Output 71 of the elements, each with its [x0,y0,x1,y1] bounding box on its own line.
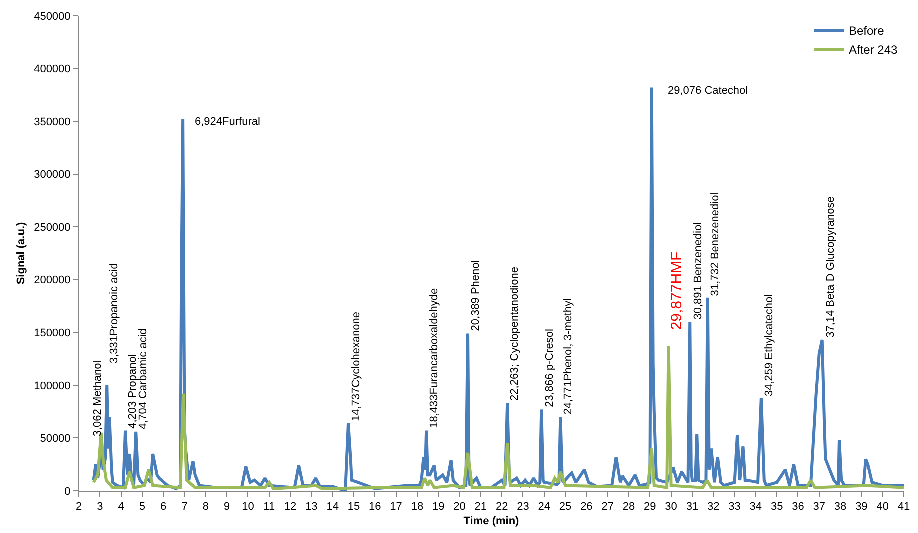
annotation: 30,891 Benzenediol [692,222,705,320]
x-tick-label: 11 [264,501,276,514]
x-tick-label: 2 [76,501,82,514]
x-tick-label: 22 [496,501,508,514]
x-axis-title: Time (min) [464,515,520,528]
y-tick-label: 0 [64,486,71,498]
y-tick-label: 250000 [34,222,71,234]
x-tick-label: 29 [644,501,656,514]
x-tick-label: 30 [665,501,678,514]
x-tick-label: 16 [369,501,382,514]
annotation: 20,389 Phenol [470,260,482,332]
y-tick-label: 400000 [34,64,71,76]
x-tick-label: 4 [118,501,124,514]
x-tick-label: 5 [139,501,146,514]
annotation: 29,076 Catechol [668,85,748,97]
x-tick-label: 38 [834,501,847,514]
y-tick-label: 150000 [34,328,71,340]
x-tick-label: 21 [474,501,488,514]
annotation: 31,732 Benezenediol [710,192,722,296]
x-tick-label: 6 [160,501,167,514]
x-tick-label: 39 [856,501,868,514]
annotation: 14,737Cyclohexanone [350,312,363,422]
x-tick-label: 37 [813,501,826,514]
x-tick-label: 7 [182,501,188,514]
y-tick-label: 50000 [40,433,71,446]
annotation: 4,203 Propanol [127,354,140,429]
x-tick-label: 27 [602,501,614,514]
annotation: 3,062 Methanol [92,360,104,437]
x-tick-label: 20 [454,501,466,514]
x-tick-label: 40 [876,501,889,514]
annotation: 18,433Furancarboxaldehyde [428,288,441,428]
x-tick-label: 32 [707,501,720,514]
annotation: 4,704 Carbamic acid [138,328,150,430]
legend-label: After 243 [849,43,898,58]
annotation: 34,259 Ethylcatechol [763,294,776,397]
x-tick-label: 14 [326,501,339,514]
y-tick-label: 200000 [34,274,71,287]
x-tick-label: 24 [538,501,551,514]
y-tick-label: 350000 [34,116,71,128]
x-tick-label: 34 [750,501,762,514]
x-tick-label: 9 [224,501,230,514]
x-tick-label: 41 [898,501,910,514]
x-tick-label: 18 [411,501,424,514]
annotation: 29,877HMF [668,252,686,330]
x-tick-label: 23 [517,501,530,514]
y-tick-label: 300000 [34,169,71,182]
x-tick-label: 8 [202,501,209,514]
annotation: 23,866 p-Cresol [544,329,556,408]
x-tick-label: 10 [242,501,254,514]
x-tick-label: 13 [306,501,318,514]
annotation: 6,924Furfural [195,116,260,128]
x-tick-label: 33 [728,501,741,514]
legend-label: Before [849,24,885,38]
x-tick-label: 17 [390,501,402,514]
x-tick-label: 28 [622,501,636,514]
x-tick-label: 26 [580,501,593,514]
x-tick-label: 25 [559,501,572,514]
annotation: 3,331Propanoic acid [108,263,121,364]
x-tick-label: 19 [432,501,445,514]
y-tick-label: 100000 [34,380,71,392]
annotation: 37,14 Beta D Glucopyranose [824,196,837,338]
y-axis-title: Signal (a.u.) [16,222,28,285]
x-tick-label: 36 [792,501,804,514]
y-tick-label: 450000 [34,10,71,23]
x-tick-label: 3 [97,501,104,514]
x-tick-label: 15 [348,501,360,514]
x-tick-label: 31 [686,501,699,514]
x-tick-label: 35 [770,501,784,514]
annotation: 22,263; Cyclopentanodione [509,267,522,401]
annotation: 24,771Phenol, 3-methyl [562,298,575,415]
x-tick-label: 12 [284,501,297,514]
